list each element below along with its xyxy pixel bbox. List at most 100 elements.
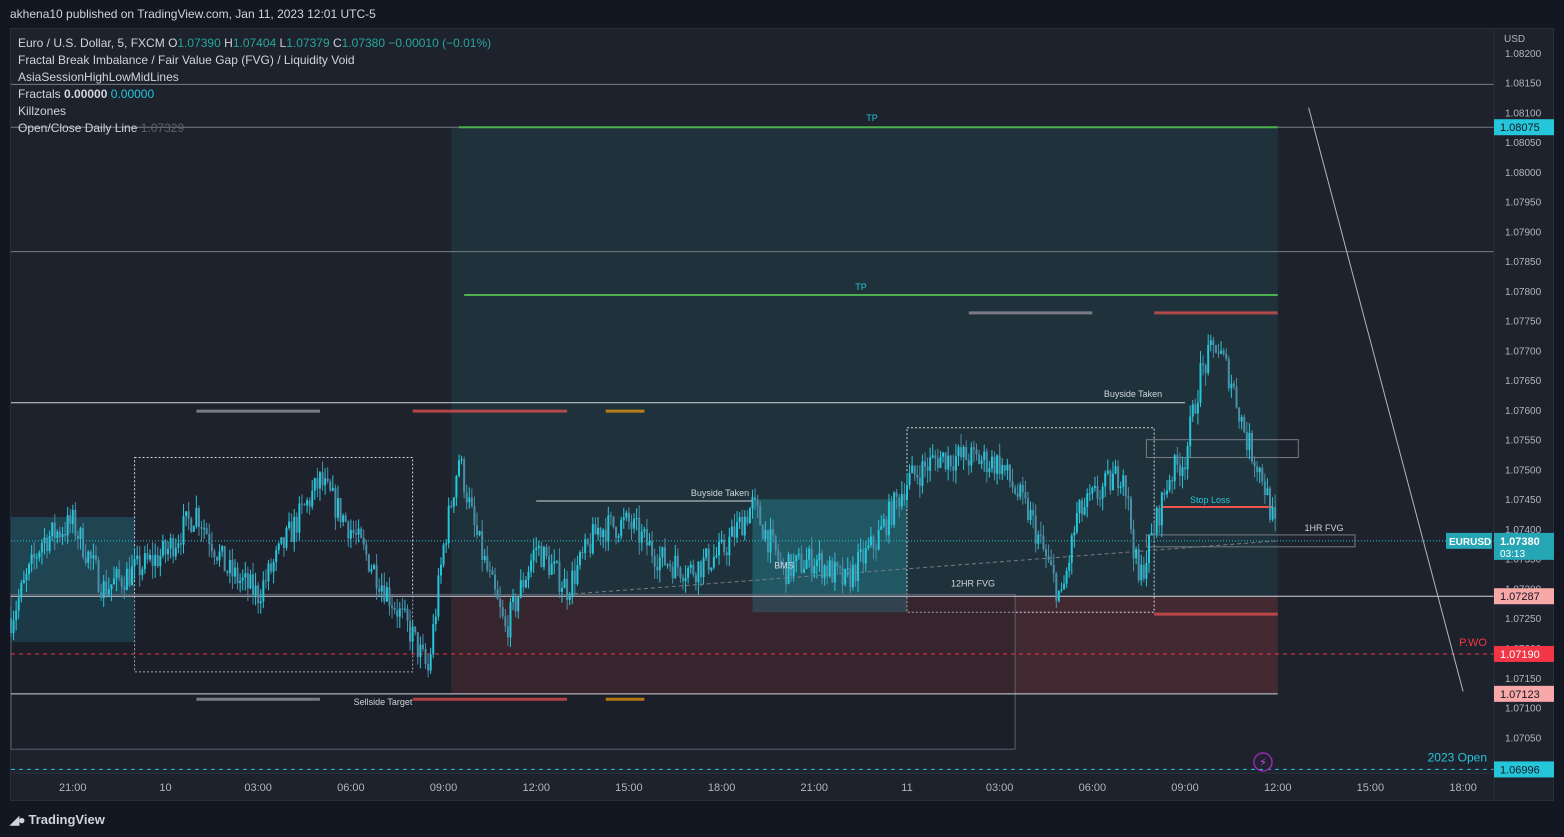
candle-body [998,455,1001,475]
x-tick-label: 12:00 [522,782,550,794]
candle-body [978,454,981,465]
candle-body [957,447,960,457]
price-tag-2023-open-bg [1494,761,1554,778]
indicator-open-close[interactable]: Open/Close Daily Line 1.07329 [18,120,491,137]
candle-body [388,587,391,606]
tradingview-logo[interactable]: ◢● TradingView [10,812,105,827]
high-label: H [224,36,233,50]
candle-body [1178,464,1181,476]
candle-body [743,516,746,536]
candle-body [1269,488,1272,520]
candle-body [182,516,185,545]
candle-body [504,616,507,627]
candle-body [406,608,409,621]
fractals-value-2: 0.00000 [110,87,155,101]
candle-body [975,449,978,455]
candle-body [100,592,103,598]
candle-body [452,497,455,507]
candle-body [689,564,692,568]
candle-body [1055,573,1058,601]
indicator-asia-session[interactable]: AsiaSessionHighLowMidLines [18,70,179,84]
candle-body [1006,464,1009,471]
fvg-box-upper [1145,439,1299,459]
candle-body [1101,486,1104,499]
candle-body [666,564,669,566]
candle-body [530,560,533,572]
y-axis: 1.08200 1.08150 1.08100 1.08050 1.08000 1.079… [1493,29,1542,801]
price-tag-level-b-bg [1494,685,1554,702]
candle-body [795,555,798,562]
candle-body [136,555,139,560]
candle-body [633,518,636,529]
candle-body [1026,498,1029,520]
candle-body [522,580,525,588]
candle-body [524,580,527,588]
candle-body [1256,466,1259,473]
candle-body [79,528,82,539]
candle-body [1209,340,1212,345]
candle-body [1250,432,1253,462]
y-tick-label: 1.07800 [1505,287,1542,298]
candle-body [1184,467,1187,470]
candle-body [918,477,921,486]
candle-body [1045,549,1048,557]
indicator-fractals[interactable]: Fractals 0.00000 0.00000 [18,86,491,103]
price-tag-last: 1.07380 [1500,536,1540,548]
candle-body [450,505,453,507]
tradingview-logo-icon: ◢● [10,813,26,827]
candle-body [1230,383,1233,389]
candle-body [506,626,509,638]
legend-symbol-row[interactable]: Euro / U.S. Dollar, 5, FXCM O1.07390 H1.… [18,35,491,52]
candle-body [1253,461,1256,467]
candle-body [1068,562,1071,571]
candle-body [414,626,417,633]
candle-body [1003,465,1006,471]
candle-body [885,519,888,536]
candle-body [241,577,244,581]
candle-body [1008,464,1011,482]
candle-body [355,533,358,535]
candle-body [517,597,520,612]
symbol-name[interactable]: Euro / U.S. Dollar, 5, FXCM [18,36,165,50]
indicator-fvg[interactable]: Fractal Break Imbalance / Fair Value Gap… [18,53,355,67]
candle-body [558,561,561,592]
y-tick-label: 1.08150 [1505,79,1542,90]
candle-body [272,562,275,572]
candle-body [56,531,59,539]
candle-body [303,504,306,506]
stop-loss-label: Stop Loss [1190,495,1231,505]
candle-body [612,516,615,528]
open-value: 1.07390 [177,36,221,50]
candle-body [1075,512,1078,533]
candle-body [859,549,862,553]
candle-body [643,529,646,532]
candle-body [537,545,540,548]
candle-body [357,528,360,535]
candle-body [669,564,672,567]
candle-body [1129,498,1132,530]
candle-body [1032,509,1035,516]
price-tag-last-bg [1494,532,1554,560]
y-tick-label: 1.07850 [1505,257,1542,268]
candle-body [288,521,291,529]
candle-body [1168,480,1171,491]
candle-body [499,599,502,608]
candle-body [926,466,929,471]
event-icon [1253,752,1273,772]
candle-body [568,595,571,600]
candle-body [748,508,751,524]
candle-body [589,544,592,554]
indicator-killzones[interactable]: Killzones [18,104,67,118]
candle-body [640,531,643,543]
sellside-label: Sellside Target [354,697,413,707]
candle-body [1096,486,1099,499]
candle-body [1173,455,1176,482]
candle-body [1217,352,1220,354]
candle-body [195,507,198,527]
candle-body [591,524,594,554]
candle-body [1024,492,1027,499]
candle-body [1039,534,1042,536]
candle-body [766,530,769,553]
candle-body [802,568,805,573]
